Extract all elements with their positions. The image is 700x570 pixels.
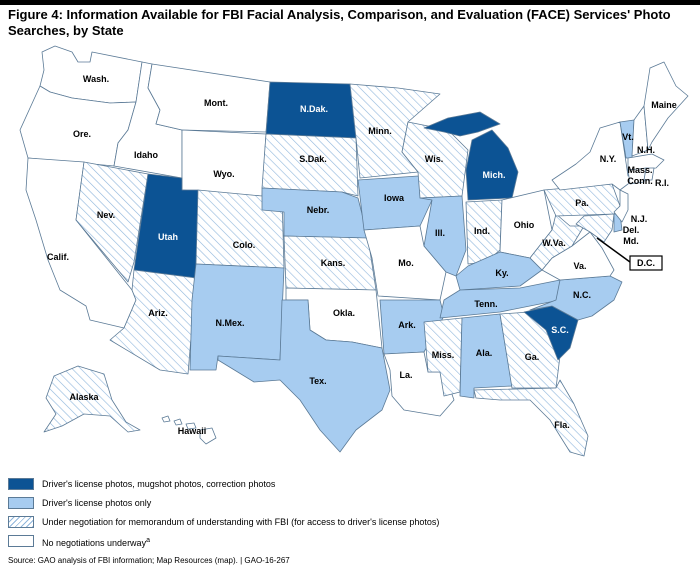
state-ia xyxy=(357,175,433,231)
label-mn: Minn. xyxy=(368,126,392,136)
legend-label-hatch: Under negotiation for memorandum of unde… xyxy=(42,517,440,527)
label-il: Ill. xyxy=(435,228,445,238)
state-ri xyxy=(643,167,655,181)
legend: Driver's license photos, mugshot photos,… xyxy=(8,476,439,552)
dc-leader-line xyxy=(596,237,631,263)
label-hi: Hawaii xyxy=(178,426,207,436)
label-ga: Ga. xyxy=(525,352,540,362)
state-tx xyxy=(217,299,391,453)
label-ok: Okla. xyxy=(333,308,355,318)
label-ne: Nebr. xyxy=(307,205,330,215)
legend-item-hatch: Under negotiation for memorandum of unde… xyxy=(8,514,439,533)
label-ca: Calif. xyxy=(47,252,69,262)
label-me: Maine xyxy=(651,100,677,110)
state-mi-upper xyxy=(423,111,501,137)
label-nj: N.J. xyxy=(631,214,648,224)
legend-label-light: Driver's license photos only xyxy=(42,498,152,508)
label-sd: S.Dak. xyxy=(299,154,327,164)
source-note: Source: GAO analysis of FBI information;… xyxy=(8,556,290,565)
label-or: Ore. xyxy=(73,129,91,139)
state-mo xyxy=(363,225,447,301)
label-de: Del. xyxy=(623,225,640,235)
label-mi: Mich. xyxy=(482,170,505,180)
label-ma: Mass. xyxy=(627,165,652,175)
label-wa: Wash. xyxy=(83,74,109,84)
dc-box xyxy=(629,255,663,271)
label-fl: Fla. xyxy=(554,420,570,430)
legend-item-light: Driver's license photos only xyxy=(8,495,428,514)
state-nj xyxy=(613,189,629,223)
label-nc: N.C. xyxy=(573,290,591,300)
label-dc: D.C. xyxy=(637,258,655,268)
label-pa: Pa. xyxy=(575,198,589,208)
state-nm xyxy=(189,263,285,371)
label-wi: Wis. xyxy=(425,154,443,164)
label-nd: N.Dak. xyxy=(300,104,328,114)
legend-label-dark: Driver's license photos, mugshot photos,… xyxy=(42,479,276,489)
legend-item-dark: Driver's license photos, mugshot photos,… xyxy=(8,476,428,495)
label-al: Ala. xyxy=(476,348,493,358)
label-wv: W.Va. xyxy=(542,238,566,248)
label-co: Colo. xyxy=(233,240,256,250)
state-hi-2 xyxy=(173,418,183,426)
label-vt: Vt. xyxy=(622,132,634,142)
legend-label-none: No negotiations underwaya xyxy=(42,535,150,549)
us-state-map: Wash. Ore. Calif. Idaho Nev. Mont. Wyo. … xyxy=(19,45,689,457)
state-me xyxy=(643,61,689,151)
label-mo: Mo. xyxy=(398,258,414,268)
label-wy: Wyo. xyxy=(213,169,234,179)
state-wy xyxy=(181,129,267,197)
title-rule xyxy=(0,0,700,5)
label-ri: R.I. xyxy=(655,178,669,188)
state-fl xyxy=(473,379,589,457)
state-ct xyxy=(627,167,647,185)
state-mi xyxy=(465,129,519,201)
label-az: Ariz. xyxy=(148,308,168,318)
legend-swatch-none xyxy=(8,535,34,547)
label-ny: N.Y. xyxy=(600,154,617,164)
state-il xyxy=(419,195,467,277)
legend-label-none-text: No negotiations underway xyxy=(42,538,147,548)
figure-title: Figure 4: Information Available for FBI … xyxy=(8,7,671,38)
label-ky: Ky. xyxy=(495,268,508,278)
label-oh: Ohio xyxy=(514,220,535,230)
label-ks: Kans. xyxy=(321,258,346,268)
label-ut: Utah xyxy=(158,232,178,242)
state-nc xyxy=(529,275,623,321)
label-ct: Conn. xyxy=(627,176,653,186)
state-nv xyxy=(75,161,149,283)
label-ia: Iowa xyxy=(384,193,405,203)
label-in: Ind. xyxy=(474,226,490,236)
state-ak xyxy=(43,365,141,433)
legend-swatch-hatch xyxy=(8,516,34,528)
label-va: Va. xyxy=(573,261,586,271)
state-la xyxy=(383,351,455,417)
label-nm: N.Mex. xyxy=(215,318,244,328)
legend-footnote-marker: a xyxy=(146,537,150,544)
legend-swatch-dark xyxy=(8,478,34,490)
label-ar: Ark. xyxy=(398,320,416,330)
state-ma xyxy=(627,153,665,171)
label-ms: Miss. xyxy=(432,350,455,360)
label-tn: Tenn. xyxy=(474,299,497,309)
label-md: Md. xyxy=(623,236,639,246)
label-la: La. xyxy=(399,370,412,380)
label-nv: Nev. xyxy=(97,210,115,220)
state-sd xyxy=(261,133,359,197)
label-tx: Tex. xyxy=(309,376,326,386)
label-nh: N.H. xyxy=(637,145,655,155)
state-hi-3 xyxy=(185,422,197,430)
legend-swatch-light xyxy=(8,497,34,509)
label-sc: S.C. xyxy=(551,325,569,335)
label-mt: Mont. xyxy=(204,98,228,108)
legend-item-none: No negotiations underwaya xyxy=(8,533,428,552)
state-hi-1 xyxy=(161,415,171,423)
label-ak: Alaska xyxy=(69,392,99,402)
state-hi-4 xyxy=(199,427,217,445)
label-id: Idaho xyxy=(134,150,159,160)
